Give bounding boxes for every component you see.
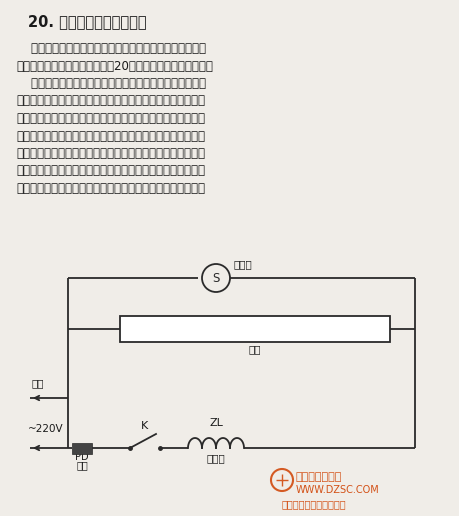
Bar bbox=[120, 316, 389, 342]
Text: ~220V: ~220V bbox=[28, 424, 63, 434]
Text: 上，使氖管中产生辉光放电发热，两触片接通，于是电流通过: 上，使氖管中产生辉光放电发热，两触片接通，于是电流通过 bbox=[16, 112, 205, 125]
Text: 镇流器: 镇流器 bbox=[206, 453, 225, 463]
Text: PD: PD bbox=[75, 452, 89, 462]
Text: 日光灯的工作原理是：当开关闭合，电源接通后，灯管尚: 日光灯的工作原理是：当开关闭合，电源接通后，灯管尚 bbox=[16, 77, 206, 90]
Text: 日光灯大量应用于家庭以及公共场所等地方的照明，具有: 日光灯大量应用于家庭以及公共场所等地方的照明，具有 bbox=[16, 42, 206, 55]
Text: 启辉器: 启辉器 bbox=[234, 259, 252, 269]
Text: WWW.DZSC.COM: WWW.DZSC.COM bbox=[295, 485, 379, 495]
Text: 电源电压串联后加在灯管两端引起弧光放电，使日光灯点亮。: 电源电压串联后加在灯管两端引起弧光放电，使日光灯点亮。 bbox=[16, 182, 205, 195]
Text: ZL: ZL bbox=[208, 418, 223, 428]
Text: S: S bbox=[212, 271, 219, 284]
Text: 20. 日光灯的一般连接方法: 20. 日光灯的一般连接方法 bbox=[28, 14, 146, 29]
Text: 低而分开，在此瞬间，镇流器产生相当高的自感电动势，它和: 低而分开，在此瞬间，镇流器产生相当高的自感电动势，它和 bbox=[16, 165, 205, 178]
Text: 镇流器和灯管两端的灯丝，使灯丝加热并发射电子。此时由于: 镇流器和灯管两端的灯丝，使灯丝加热并发射电子。此时由于 bbox=[16, 130, 205, 142]
Text: 零线: 零线 bbox=[32, 378, 45, 388]
Text: K: K bbox=[141, 421, 148, 431]
Text: 专业电子元器件交易网站: 专业电子元器件交易网站 bbox=[281, 499, 346, 509]
Text: 灯管: 灯管 bbox=[248, 344, 261, 354]
Text: 氖管被双金属触片短路停止辉光放电，双金属触片也因温度降: 氖管被双金属触片短路停止辉光放电，双金属触片也因温度降 bbox=[16, 147, 205, 160]
Text: 维库电子市场网: 维库电子市场网 bbox=[295, 472, 341, 482]
Text: 发光效率高，寿命长等优点，图20为日光灯的一般连接线图。: 发光效率高，寿命长等优点，图20为日光灯的一般连接线图。 bbox=[16, 59, 213, 73]
Text: 火线: 火线 bbox=[76, 460, 88, 470]
Text: 未放电，电源电压通过灯丝全都加在启辉器内两个双金属触片: 未放电，电源电压通过灯丝全都加在启辉器内两个双金属触片 bbox=[16, 94, 205, 107]
Bar bbox=[72, 443, 92, 454]
